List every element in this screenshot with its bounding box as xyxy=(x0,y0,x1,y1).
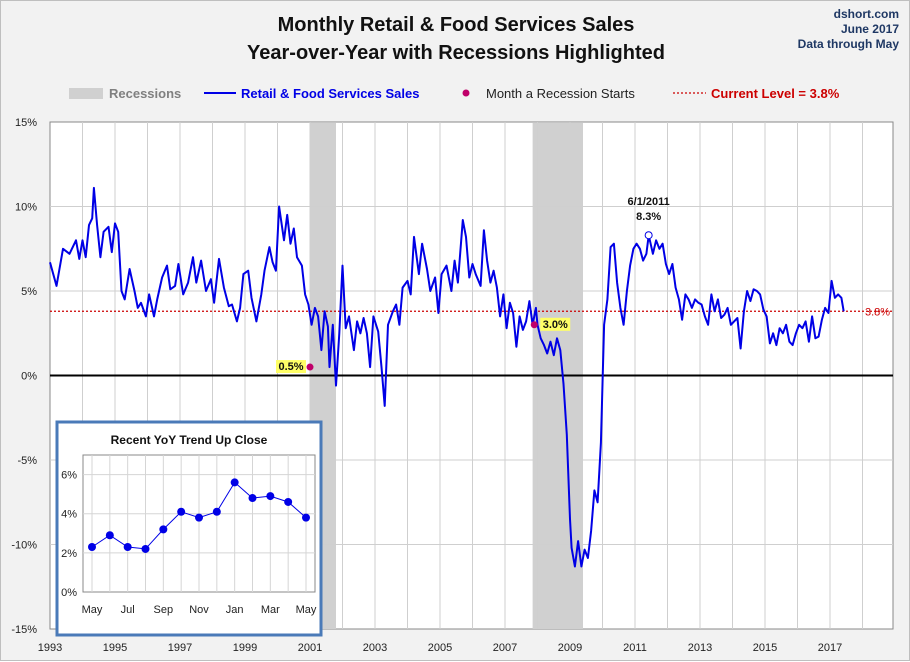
inset-x-tick-label: Jul xyxy=(121,604,135,616)
peak-annotation: 6/1/2011 8.3% xyxy=(628,196,670,240)
y-tick-label: -15% xyxy=(11,624,37,636)
inset-x-tick-label: Mar xyxy=(261,604,280,616)
inset-y-tick-label: 6% xyxy=(61,470,77,482)
inset-x-tick-label: May xyxy=(82,604,103,616)
x-tick-label: 2003 xyxy=(363,642,387,654)
legend-recession-swatch xyxy=(69,88,103,99)
series-line-retail-food-services xyxy=(49,186,845,568)
inset-data-point xyxy=(284,497,293,506)
x-tick-label: 1995 xyxy=(103,642,127,654)
inset-title: Recent YoY Trend Up Close xyxy=(111,433,268,447)
inset-x-tick-label: May xyxy=(296,604,317,616)
source-date: June 2017 xyxy=(840,22,899,36)
x-tick-label: 2013 xyxy=(688,642,712,654)
chart-title-line-1: Monthly Retail & Food Services Sales xyxy=(277,14,635,36)
source-data-through: Data through May xyxy=(797,37,899,51)
legend: Recessions Retail & Food Services Sales … xyxy=(69,86,840,101)
inset-data-point xyxy=(105,531,114,540)
inset-data-point xyxy=(177,507,186,516)
y-tick-label: -10% xyxy=(11,540,37,552)
y-tick-label: -5% xyxy=(17,455,37,467)
recession-start-label: 0.5% xyxy=(278,361,303,373)
legend-recession-start-marker xyxy=(462,89,470,97)
inset-x-tick-label: Jan xyxy=(226,604,244,616)
x-tick-label: 2015 xyxy=(753,642,777,654)
source-credit: dshort.com June 2017 Data through May xyxy=(798,7,899,52)
inset-x-tick-label: Sep xyxy=(154,604,174,616)
recession-start-label-bg xyxy=(540,317,571,331)
inset-data-point xyxy=(141,544,150,553)
y-tick-label: 5% xyxy=(21,286,37,298)
inset-data-point xyxy=(123,542,132,551)
y-axis-labels: 15% 10% 5% 0% -5% -10% -15% xyxy=(11,117,37,636)
recession-start-marker xyxy=(306,363,314,371)
recession-start-label-bg xyxy=(276,360,306,374)
recession-start-label: 3.0% xyxy=(543,319,568,331)
legend-current-level-label: Current Level = 3.8% xyxy=(711,86,840,101)
x-tick-label: 1997 xyxy=(168,642,192,654)
inset-data-point xyxy=(230,478,239,487)
inset-data-point xyxy=(212,507,221,516)
chart-title: Monthly Retail & Food Services Sales Yea… xyxy=(1,11,910,67)
peak-date-label: 6/1/2011 xyxy=(628,196,670,208)
x-tick-label: 2009 xyxy=(558,642,582,654)
inset-data-point xyxy=(266,492,275,501)
y-tick-label: 0% xyxy=(21,371,37,383)
inset-data-point xyxy=(159,525,168,534)
recession-start-marker xyxy=(530,321,538,329)
recession-start-markers: 0.5% 3.0% xyxy=(276,317,571,374)
inset-chart: Recent YoY Trend Up Close 6% 4% 2% 0% May Ju… xyxy=(55,420,323,637)
inset-data-point xyxy=(248,494,257,503)
inset-data-point xyxy=(88,542,96,551)
inset-y-tick-label: 0% xyxy=(61,587,77,599)
x-tick-label: 1999 xyxy=(233,642,257,654)
inset-series-points xyxy=(88,478,310,553)
x-tick-label: 2005 xyxy=(428,642,452,654)
x-tick-label: 2011 xyxy=(623,642,647,654)
inset-y-axis-labels: 6% 4% 2% 0% xyxy=(61,470,77,599)
inset-x-axis-labels: May Jul Sep Nov Jan Mar May xyxy=(82,604,317,616)
legend-recession-start-label: Month a Recession Starts xyxy=(486,86,635,101)
y-tick-label: 15% xyxy=(15,117,37,129)
inset-data-point xyxy=(302,513,310,522)
inset-x-tick-label: Nov xyxy=(189,604,209,616)
current-level-value-label: 3.8% xyxy=(865,306,890,318)
x-tick-label: 2001 xyxy=(298,642,322,654)
x-tick-label: 1993 xyxy=(38,642,62,654)
inset-grid-lines xyxy=(83,455,315,592)
x-axis-labels: 1993 1995 1997 1999 2001 2003 2005 2007 2009 2011… xyxy=(38,642,842,654)
peak-marker xyxy=(644,231,653,240)
y-tick-label: 10% xyxy=(15,202,37,214)
x-tick-label: 2007 xyxy=(493,642,517,654)
legend-recessions-label: Recessions xyxy=(109,86,181,101)
chart-title-line-2: Year-over-Year with Recessions Highlight… xyxy=(247,42,665,64)
x-tick-label: 2017 xyxy=(818,642,842,654)
inset-y-tick-label: 4% xyxy=(61,509,77,521)
peak-value-label: 8.3% xyxy=(636,211,661,223)
inset-y-tick-label: 2% xyxy=(61,548,77,560)
legend-series-label: Retail & Food Services Sales xyxy=(241,86,419,101)
source-site: dshort.com xyxy=(833,7,899,21)
inset-data-point xyxy=(195,513,203,522)
